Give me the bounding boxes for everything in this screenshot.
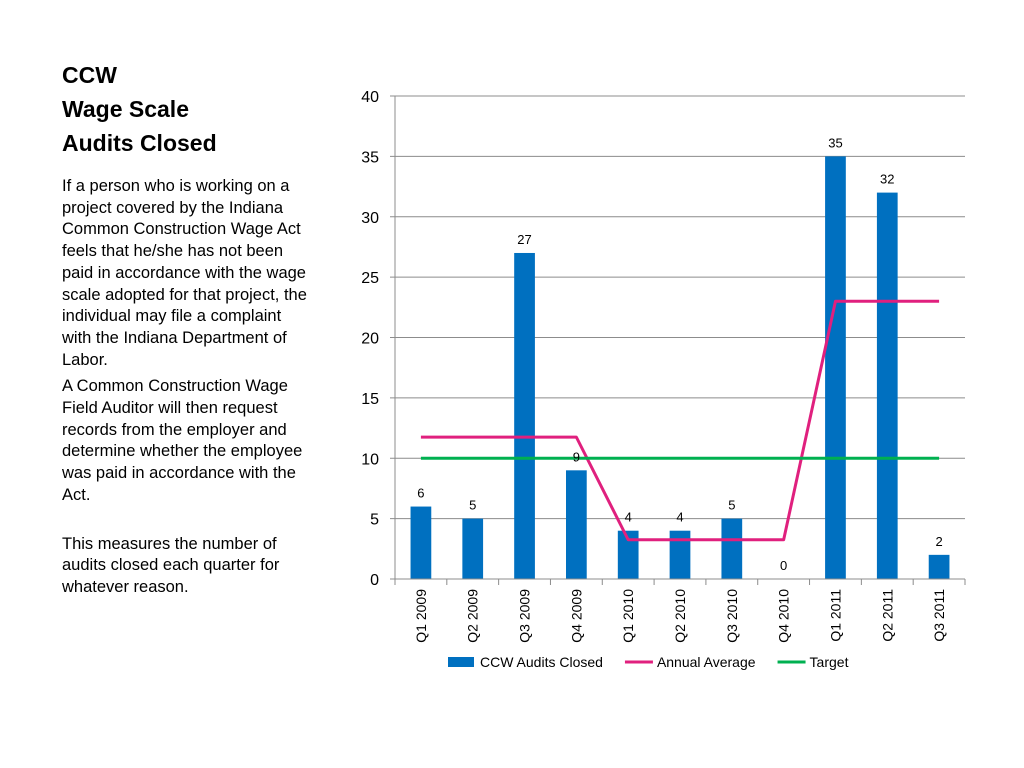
slide-title: CCW Wage Scale Audits Closed	[62, 58, 322, 160]
legend-swatch-bar	[448, 657, 474, 667]
bar-value-label: 2	[935, 534, 942, 549]
bar-value-label: 9	[573, 449, 580, 464]
bar	[721, 518, 743, 579]
series-line-annual-average	[420, 299, 940, 542]
bar	[825, 156, 846, 579]
bar-value-label: 27	[517, 232, 531, 247]
y-tick-label: 30	[361, 210, 379, 227]
bar-value-label: 4	[625, 510, 632, 525]
x-category-label: Q4 2010	[776, 589, 792, 643]
bar-value-label: 6	[417, 486, 424, 501]
y-tick-label: 5	[370, 512, 379, 529]
legend-entry: CCW Audits Closed	[480, 654, 603, 670]
x-category-label: Q2 2010	[672, 589, 688, 643]
x-category-label: Q2 2011	[879, 589, 895, 642]
x-category-label: Q1 2010	[620, 589, 636, 643]
bar-series	[410, 156, 950, 579]
y-tick-label: 15	[361, 391, 379, 408]
paragraph-complaint: If a person who is working on a project …	[62, 177, 307, 369]
x-category-label: Q3 2011	[931, 589, 947, 642]
bar	[410, 506, 432, 579]
paragraph-auditor: A Common Construction Wage Field Auditor…	[62, 377, 303, 504]
bar-value-label: 5	[469, 498, 476, 513]
y-tick-label: 10	[361, 451, 379, 468]
bar-value-label: 32	[880, 172, 894, 187]
bar	[617, 530, 639, 579]
chart-legend: CCW Audits Closed Annual Average Target	[448, 654, 849, 670]
bar	[566, 470, 587, 579]
bar-value-label: 4	[676, 510, 683, 525]
legend-entry: Annual Average	[657, 654, 756, 670]
x-category-label: Q2 2009	[465, 589, 481, 643]
bar	[669, 530, 691, 579]
y-tick-label: 35	[361, 149, 379, 166]
title-line-2: Wage Scale	[62, 96, 189, 122]
x-category-label: Q1 2009	[413, 589, 429, 643]
bar	[876, 192, 898, 579]
title-line-3: Audits Closed	[62, 130, 217, 156]
bar-value-label: 0	[780, 558, 787, 573]
y-tick-label: 40	[361, 89, 379, 106]
legend-entry: Target	[810, 654, 849, 670]
x-category-label: Q1 2011	[827, 589, 843, 642]
title-line-1: CCW	[62, 62, 117, 88]
data-labels: 6 5 27 9 4 4 5 0 35 32 2	[417, 135, 942, 573]
x-category-label: Q3 2010	[724, 589, 740, 643]
x-category-label: Q3 2009	[517, 589, 533, 643]
bar	[514, 252, 535, 579]
line-series	[420, 299, 940, 542]
bar	[462, 518, 484, 579]
bar-value-label: 5	[728, 498, 735, 513]
y-tick-label: 20	[361, 331, 379, 348]
bar	[928, 554, 950, 579]
paragraph-measure: This measures the number of audits close…	[62, 534, 280, 596]
y-tick-label: 25	[361, 270, 379, 287]
description: If a person who is working on a project …	[62, 176, 312, 604]
x-category-label: Q4 2009	[568, 589, 584, 643]
y-tick-label: 0	[370, 572, 379, 589]
bar-value-label: 35	[828, 135, 842, 150]
